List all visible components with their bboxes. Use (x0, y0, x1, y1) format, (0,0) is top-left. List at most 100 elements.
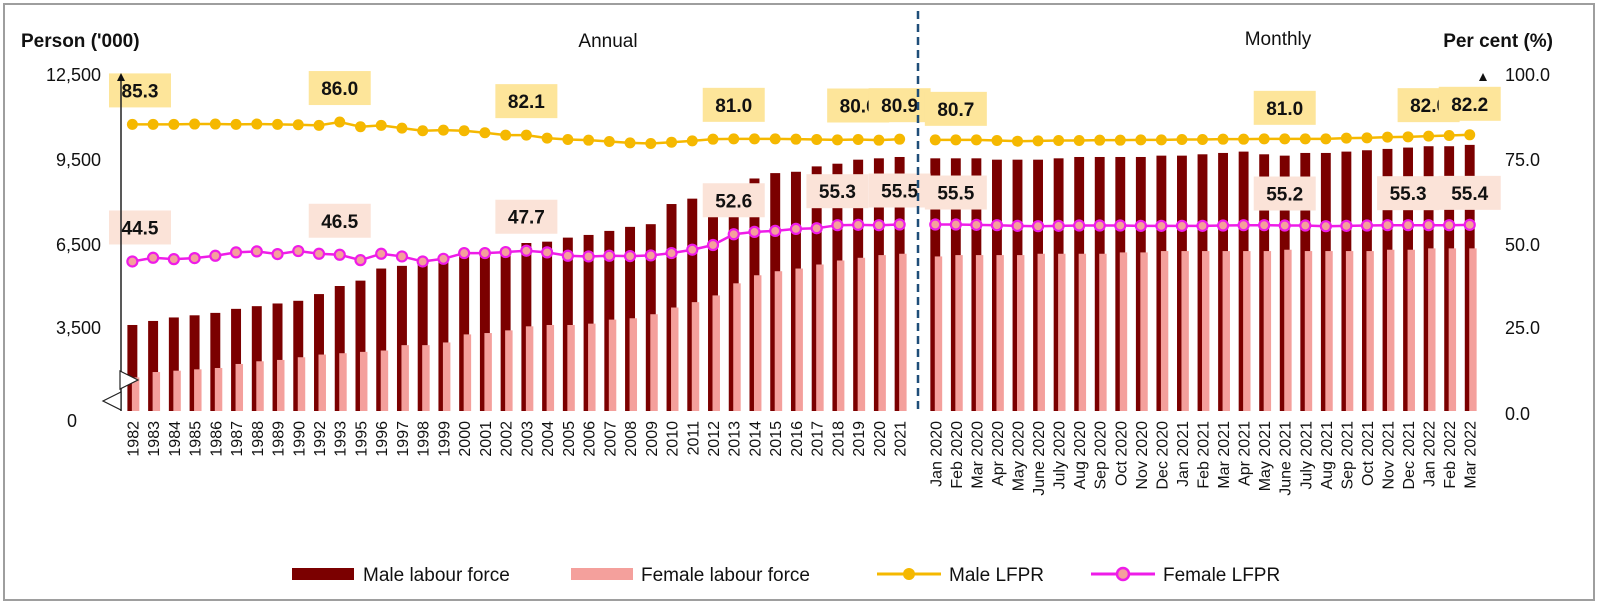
point-male-lfpr-1983 (147, 118, 159, 130)
line-male-lfpr-annual (132, 120, 900, 145)
x-tick-apr-2020: Apr 2020 (990, 421, 1007, 486)
point-male-lfpr-2000 (458, 125, 470, 137)
x-tick-1987: 1987 (229, 421, 246, 457)
bar-female-labour-force-aug-2020 (1078, 253, 1087, 411)
bar-male-labour-force-2006 (583, 234, 594, 411)
x-tick-2020: 2020 (872, 421, 889, 457)
bar-male-labour-force-2001 (479, 249, 490, 411)
x-tick-2021: 2021 (893, 421, 910, 457)
label-female-lfpr-m-dec-2021-bg (1377, 176, 1440, 211)
left-tick-6500: 6,500 (56, 235, 101, 255)
bar-female-labour-force-jan-2022 (1428, 248, 1436, 411)
point-female-lfpr-may-2020 (1011, 219, 1024, 232)
point-female-lfpr-oct-2020 (1114, 219, 1127, 232)
label-male-lfpr-2021-bg (868, 88, 931, 123)
x-tick-2001: 2001 (478, 421, 495, 457)
legend-swatch-male-labour-force (292, 568, 354, 580)
point-female-lfpr-feb-2020 (949, 218, 962, 231)
label-female-lfpr-m-june-2021: 55.2 (1266, 185, 1303, 206)
point-female-lfpr-2018 (831, 219, 844, 232)
x-tick-mar-2020: Mar 2020 (969, 421, 986, 489)
left-axis-title: Person ('000) (21, 31, 140, 52)
monthly-section-label: Monthly (1245, 29, 1312, 50)
point-male-lfpr-2001 (479, 127, 491, 139)
label-male-lfpr-m-feb-2020: 80.7 (937, 100, 974, 121)
x-tick-2010: 2010 (665, 421, 682, 457)
bar-female-labour-force-2013 (733, 283, 741, 411)
point-female-lfpr-july-2021 (1299, 219, 1312, 232)
bar-female-labour-force-july-2020 (1058, 253, 1066, 411)
x-tick-feb-2020: Feb 2020 (949, 421, 966, 489)
point-female-lfpr-1997 (395, 250, 409, 263)
label-female-lfpr-1982: 44.5 (122, 218, 159, 239)
point-male-lfpr-apr-2021 (1238, 133, 1250, 145)
point-female-lfpr-2015 (769, 224, 782, 238)
point-female-lfpr-may-2021 (1258, 219, 1271, 232)
x-tick-2009: 2009 (644, 421, 661, 457)
point-female-lfpr-aug-2021 (1319, 220, 1332, 233)
point-male-lfpr-nov-2020 (1135, 134, 1147, 146)
bar-female-labour-force-mar-2021 (1222, 251, 1230, 411)
bar-female-labour-force-1999 (442, 342, 451, 411)
point-female-lfpr-mar-2021 (1216, 219, 1230, 232)
point-male-lfpr-1985 (189, 118, 201, 130)
point-female-lfpr-mar-2020 (970, 218, 983, 231)
label-male-lfpr-m-mar-2022: 82.2 (1451, 95, 1488, 116)
left-tick-12500: 12,500 (46, 65, 101, 85)
point-female-lfpr-1987 (229, 246, 243, 259)
point-female-lfpr-2006 (582, 250, 595, 263)
bar-female-labour-force-2021 (899, 253, 907, 411)
point-female-lfpr-2019 (852, 218, 865, 231)
x-tick-2015: 2015 (768, 421, 785, 457)
point-female-lfpr-2003 (520, 244, 533, 257)
x-tick-dec-2021: Dec 2021 (1401, 421, 1418, 490)
x-tick-2007: 2007 (602, 421, 619, 457)
label-male-lfpr-m-june-2021-bg (1253, 90, 1316, 125)
bar-female-labour-force-apr-2020 (996, 255, 1004, 411)
point-male-lfpr-jan-2022 (1423, 130, 1435, 142)
point-male-lfpr-1987 (230, 118, 242, 130)
point-male-lfpr-2017 (811, 134, 823, 146)
point-female-lfpr-1995 (354, 254, 367, 267)
axis-break-right-marker-icon (119, 370, 140, 390)
x-tick-jan-2021: Jan 2021 (1175, 421, 1192, 487)
bar-female-labour-force-feb-2022 (1448, 248, 1457, 411)
bar-female-labour-force-1986 (214, 367, 223, 411)
x-tick-2006: 2006 (582, 421, 599, 457)
point-male-lfpr-2005 (562, 134, 574, 146)
label-female-lfpr-2021: 55.5 (881, 182, 918, 203)
point-female-lfpr-1998 (416, 255, 429, 268)
x-tick-nov-2021: Nov 2021 (1381, 421, 1398, 490)
point-female-lfpr-2014 (748, 225, 761, 239)
right-tick-50: 50.0 (1505, 235, 1540, 255)
point-male-lfpr-aug-2020 (1073, 135, 1085, 147)
bar-male-labour-force-2002 (500, 248, 511, 411)
x-tick-feb-2022: Feb 2022 (1442, 421, 1459, 489)
point-female-lfpr-jan-2021 (1175, 219, 1189, 232)
label-male-lfpr-m-june-2021: 81.0 (1266, 99, 1303, 120)
annual-section-label: Annual (578, 31, 637, 52)
x-tick-2012: 2012 (706, 421, 723, 457)
label-male-lfpr-2003: 82.1 (508, 92, 545, 113)
bar-female-labour-force-1993 (339, 353, 347, 411)
bar-female-labour-force-dec-2021 (1407, 249, 1415, 411)
point-male-lfpr-2018 (831, 134, 843, 146)
bar-male-labour-force-1995 (355, 280, 366, 411)
label-female-lfpr-2003-bg (495, 199, 558, 234)
point-male-lfpr-2021 (894, 133, 906, 145)
bar-female-labour-force-2001 (484, 333, 492, 411)
x-tick-1997: 1997 (395, 421, 412, 457)
bar-female-labour-force-june-2020 (1037, 253, 1045, 411)
bar-female-labour-force-2014 (753, 275, 762, 411)
x-tick-1982: 1982 (125, 421, 142, 457)
point-male-lfpr-may-2020 (1012, 135, 1023, 147)
point-female-lfpr-mar-2022 (1463, 218, 1476, 231)
point-female-lfpr-1986 (209, 249, 222, 262)
bar-female-labour-force-2012 (712, 295, 720, 411)
point-female-lfpr-apr-2020 (990, 219, 1004, 232)
point-female-lfpr-2012 (706, 238, 720, 252)
point-male-lfpr-2003 (520, 129, 532, 141)
left-axis-arrow-icon (117, 73, 125, 81)
bar-female-labour-force-dec-2020 (1160, 251, 1169, 411)
x-tick-1985: 1985 (188, 421, 205, 457)
